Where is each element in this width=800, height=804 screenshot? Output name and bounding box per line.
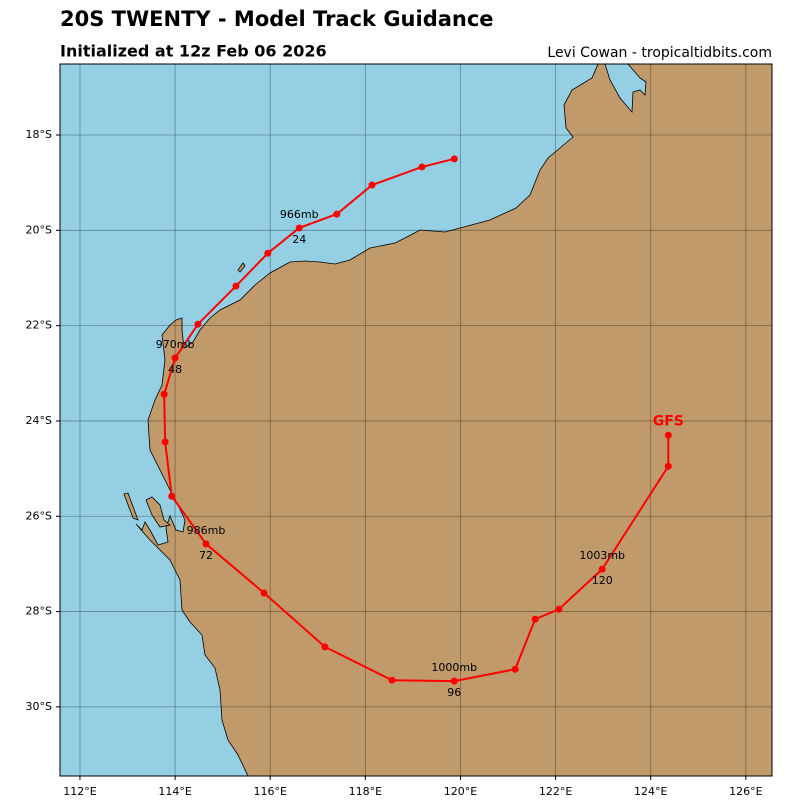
track-point — [333, 210, 341, 218]
track-point — [321, 643, 329, 651]
y-tick-label: 28°S — [26, 605, 52, 618]
track-point — [295, 224, 303, 232]
track-point — [264, 249, 272, 257]
x-tick-label: 124°E — [634, 785, 667, 798]
island — [123, 492, 139, 521]
track-point — [531, 615, 539, 623]
track-point — [160, 390, 168, 398]
track-point — [598, 565, 606, 573]
x-tick-label: 122°E — [539, 785, 572, 798]
track-point — [260, 589, 268, 597]
island — [145, 496, 171, 528]
chart-subtitle: Initialized at 12z Feb 06 2026 — [60, 42, 327, 61]
y-tick-label: 20°S — [26, 223, 52, 236]
labels: 112°E 114°E 116°E 118°E 120°E 122°E 124°E 126°E… — [26, 128, 763, 798]
pressure-label: 1003mb — [579, 549, 625, 562]
ocean — [60, 64, 599, 776]
track-point — [161, 438, 169, 446]
hour-label: 48 — [168, 363, 182, 376]
credit: Levi Cowan - tropicaltidbits.com — [547, 45, 772, 61]
pressure-label: 986mb — [187, 524, 226, 537]
track-point — [194, 320, 202, 328]
hour-label: 72 — [199, 549, 213, 562]
x-tick-label: 118°E — [349, 785, 382, 798]
x-tick-label: 126°E — [729, 785, 762, 798]
x-tick-label: 120°E — [444, 785, 477, 798]
plot-frame — [59, 63, 773, 777]
track-point — [171, 354, 179, 362]
track-point — [664, 431, 672, 439]
x-tick-label: 114°E — [158, 785, 191, 798]
chart-title: 20S TWENTY - Model Track Guidance — [60, 7, 494, 31]
track-point — [511, 665, 519, 673]
track: 1003mb 120 1000mb 96 986mb 72 970mb 48 966mb 24 GF… — [156, 155, 684, 699]
track-point — [418, 163, 426, 171]
hour-label: 24 — [292, 233, 306, 246]
island — [237, 262, 246, 273]
track-point — [555, 605, 563, 613]
pressure-label: 970mb — [156, 338, 195, 351]
bay — [604, 64, 647, 114]
track-point — [388, 676, 396, 684]
hour-label: 96 — [447, 686, 461, 699]
track-point — [450, 155, 458, 163]
grid — [60, 64, 772, 776]
track-point — [168, 492, 176, 500]
pressure-label: 1000mb — [431, 661, 477, 674]
y-tick-label: 30°S — [26, 700, 52, 713]
y-tick-label: 22°S — [26, 319, 52, 332]
y-tick-label: 24°S — [26, 414, 52, 427]
x-tick-label: 112°E — [63, 785, 96, 798]
map: 1003mb 120 1000mb 96 986mb 72 970mb 48 966mb 24 GF… — [60, 64, 772, 776]
track-point — [664, 462, 672, 470]
x-tick-label: 116°E — [253, 785, 286, 798]
track-point — [202, 540, 210, 548]
model-label: GFS — [653, 413, 684, 429]
pressure-label: 966mb — [280, 208, 319, 221]
y-tick-label: 26°S — [26, 509, 52, 522]
track-point — [368, 181, 376, 189]
y-tick-label: 18°S — [26, 128, 52, 141]
track-point — [232, 282, 240, 290]
hour-label: 120 — [592, 574, 613, 587]
track-point — [450, 677, 458, 685]
